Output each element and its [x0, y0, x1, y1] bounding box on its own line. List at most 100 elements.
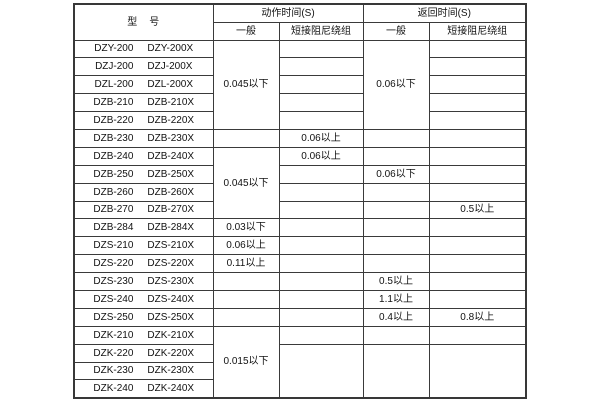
table-body: DZY-200 DZY-200X 0.045以下 0.06以下 DZJ-200 DZJ-2… [73, 39, 527, 399]
model-name: DZS-250 [93, 311, 134, 323]
cell-return-general [362, 343, 430, 399]
table-row: DZK-230 DZK-230X [73, 361, 526, 381]
cell-return-damping [428, 182, 527, 202]
table-row: DZB-260 DZB-260X [73, 182, 527, 202]
model-name-x-variant: DZB-270X [147, 204, 195, 216]
cell-action-damping [278, 182, 364, 202]
cell-return-damping [428, 75, 527, 95]
cell-return-damping [428, 325, 527, 345]
cell-model: DZB-220 DZB-220X [73, 111, 214, 130]
cell-model: DZY-200 DZY-200X [73, 39, 214, 59]
table-header: 型 号 动作时间(S) 返回时间(S) 一般 短接阻尼绕组 一般 短接阻尼绕组 [73, 3, 527, 41]
model-name-x-variant: DZY-200X [147, 43, 194, 55]
cell-action-general [212, 128, 280, 148]
model-pair: DZB-230 DZB-230X [75, 133, 212, 144]
cell-return-general [362, 218, 430, 238]
model-name: DZS-210 [93, 240, 134, 252]
model-name: DZK-240 [93, 383, 134, 395]
cell-model: DZS-250 DZS-250X [73, 307, 214, 327]
model-name-x-variant: DZB-260X [147, 186, 195, 198]
cell-model: DZB-210 DZB-210X [73, 93, 214, 113]
cell-return-damping [428, 164, 527, 184]
cell-model: DZJ-200 DZJ-200X [73, 57, 214, 77]
model-pair: DZB-284 DZB-284X [75, 222, 212, 233]
model-name: DZB-260 [93, 186, 134, 198]
model-name: DZS-220 [93, 258, 134, 270]
model-name: DZB-240 [93, 150, 134, 162]
cell-action-damping [278, 111, 364, 130]
cell-return-general: 0.06以下 [362, 164, 430, 184]
model-pair: DZK-240 DZK-240X [75, 383, 212, 395]
model-name-x-variant: DZK-220X [147, 347, 195, 359]
table-row: DZB-210 DZB-210X [73, 93, 527, 113]
cell-action-damping [278, 343, 364, 399]
return-damping-header: 短接阻尼绕组 [428, 21, 527, 41]
cell-action-damping [278, 39, 364, 59]
cell-return-general: 0.4以上 [362, 307, 430, 327]
action-damping-header: 短接阻尼绕组 [278, 21, 364, 41]
cell-model: DZS-240 DZS-240X [73, 289, 214, 309]
cell-return-damping [428, 218, 527, 238]
table-row: DZY-200 DZY-200X 0.045以下 0.06以下 [73, 39, 527, 130]
cell-return-general: 1.1以上 [362, 289, 430, 309]
cell-return-damping [428, 272, 527, 291]
cell-model: DZS-230 DZS-230X [73, 272, 214, 291]
cell-return-damping [428, 39, 527, 59]
cell-model: DZL-200 DZL-200X [73, 75, 214, 95]
table-row: DZS-230 DZS-230X 0.5以上 [73, 272, 527, 291]
model-pair: DZS-240 DZS-240X [75, 294, 212, 305]
header-row-subcolumns: 一般 短接阻尼绕组 一般 短接阻尼绕组 [74, 21, 527, 41]
cell-return-general [362, 128, 430, 148]
cell-return-general [362, 325, 430, 345]
cell-action-general: 0.045以下 [212, 39, 280, 130]
cell-model: DZB-260 DZB-260X [73, 182, 214, 202]
cell-action-damping [278, 57, 364, 77]
model-pair: DZS-250 DZS-250X [75, 311, 212, 323]
cell-return-general [362, 146, 430, 166]
cell-return-general [362, 200, 430, 220]
model-name-x-variant: DZJ-200X [147, 61, 193, 73]
model-column-header: 型 号 [73, 3, 214, 41]
model-name: DZK-230 [93, 365, 134, 377]
model-name: DZB-270 [93, 204, 134, 216]
table-row: DZL-200 DZL-200X [73, 75, 527, 95]
model-pair: DZB-220 DZB-220X [75, 115, 212, 126]
cell-model: DZK-230 DZK-230X [73, 361, 214, 381]
model-pair: DZK-230 DZK-230X [75, 365, 212, 377]
table-row: DZS-240 DZS-240X 1.1以上 [73, 289, 527, 309]
cell-action-damping [278, 93, 364, 113]
model-name-x-variant: DZS-250X [147, 311, 195, 323]
table-row: DZB-250 DZB-250X 0.06以下 [73, 164, 527, 184]
model-name: DZY-200 [94, 43, 134, 55]
model-pair: DZB-250 DZB-250X [75, 169, 212, 180]
model-name-x-variant: DZB-240X [147, 150, 195, 162]
model-pair: DZB-270 DZB-270X [75, 204, 212, 216]
model-name-x-variant: DZS-220X [147, 258, 195, 270]
cell-model: DZB-240 DZB-240X [73, 146, 214, 166]
cell-action-damping [278, 218, 364, 238]
table-row: DZS-250 DZS-250X 0.4以上 0.8以上 [73, 307, 527, 327]
model-name-x-variant: DZS-230X [147, 276, 195, 288]
model-pair: DZS-230 DZS-230X [75, 276, 212, 288]
model-name: DZL-200 [94, 79, 134, 91]
cell-model: DZB-284 DZB-284X [73, 218, 214, 238]
model-pair: DZB-240 DZB-240X [75, 150, 212, 162]
cell-model: DZB-250 DZB-250X [73, 164, 214, 184]
model-pair: DZB-260 DZB-260X [75, 186, 212, 198]
cell-return-damping [428, 57, 527, 77]
model-pair: DZY-200 DZY-200X [75, 43, 212, 55]
model-pair: DZL-200 DZL-200X [75, 79, 212, 91]
model-name-x-variant: DZB-220X [147, 115, 195, 126]
cell-action-damping [278, 75, 364, 95]
cell-model: DZK-240 DZK-240X [73, 379, 214, 399]
model-name-x-variant: DZK-230X [147, 365, 195, 377]
model-name-x-variant: DZK-240X [147, 383, 195, 395]
model-pair: DZS-220 DZS-220X [75, 258, 212, 270]
cell-action-damping [278, 289, 364, 309]
table-row: DZS-210 DZS-210X 0.06以上 [73, 236, 527, 256]
action-general-header: 一般 [212, 21, 280, 41]
cell-model: DZS-220 DZS-220X [73, 254, 214, 274]
cell-return-damping [428, 343, 527, 399]
model-pair: DZJ-200 DZJ-200X [75, 61, 212, 73]
timing-spec-table: 型 号 动作时间(S) 返回时间(S) 一般 短接阻尼绕组 一般 短接阻尼绕组 … [73, 3, 527, 399]
